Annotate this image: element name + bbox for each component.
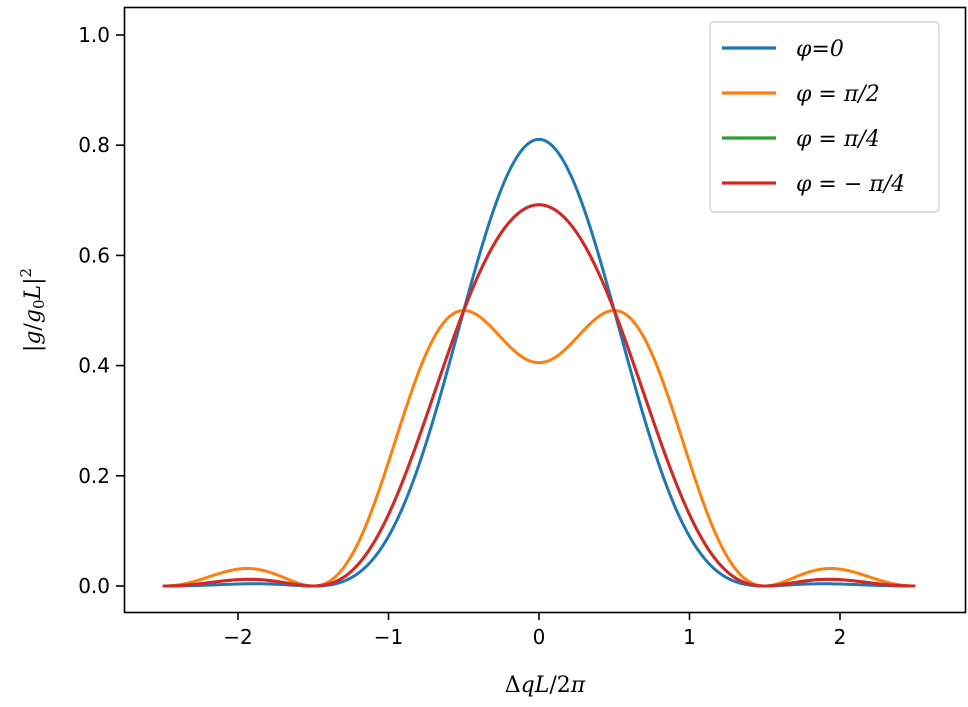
x-tick-label: 2	[834, 625, 847, 649]
y-tick-label: 0.0	[78, 574, 110, 598]
x-tick-label: 0	[533, 625, 546, 649]
legend-box	[709, 21, 940, 213]
legend-label-4: φ = − π/4	[796, 172, 905, 197]
series-lines	[161, 137, 917, 588]
x-tick-label: 1	[683, 625, 696, 649]
y-tick-label: 1.0	[78, 23, 110, 47]
y-axis-ticks: 0.0 0.2 0.4 0.6 0.8 1.0	[78, 23, 124, 598]
y-tick-label: 0.4	[78, 354, 110, 378]
legend-label-1: φ=0	[796, 37, 844, 62]
x-axis-ticks: −2 −1 0 1 2	[223, 612, 846, 649]
y-tick-label: 0.8	[78, 133, 110, 157]
legend: φ=0 φ = π/2 φ = π/4 φ = − π/4	[709, 21, 940, 213]
y-tick-label: 0.6	[78, 243, 110, 267]
y-tick-label: 0.2	[78, 464, 110, 488]
y-axis-label: |g/g0L|2	[17, 268, 48, 352]
x-tick-label: −1	[374, 625, 403, 649]
series-line-1	[161, 137, 917, 588]
series-line-4	[161, 203, 917, 588]
legend-label-3: φ = π/4	[796, 127, 880, 152]
x-tick-label: −2	[223, 625, 252, 649]
series-line-2	[161, 309, 917, 588]
legend-label-2: φ = π/2	[796, 82, 880, 107]
plot-frame	[123, 6, 967, 614]
x-axis-label: ΔqL/2π	[505, 673, 586, 698]
